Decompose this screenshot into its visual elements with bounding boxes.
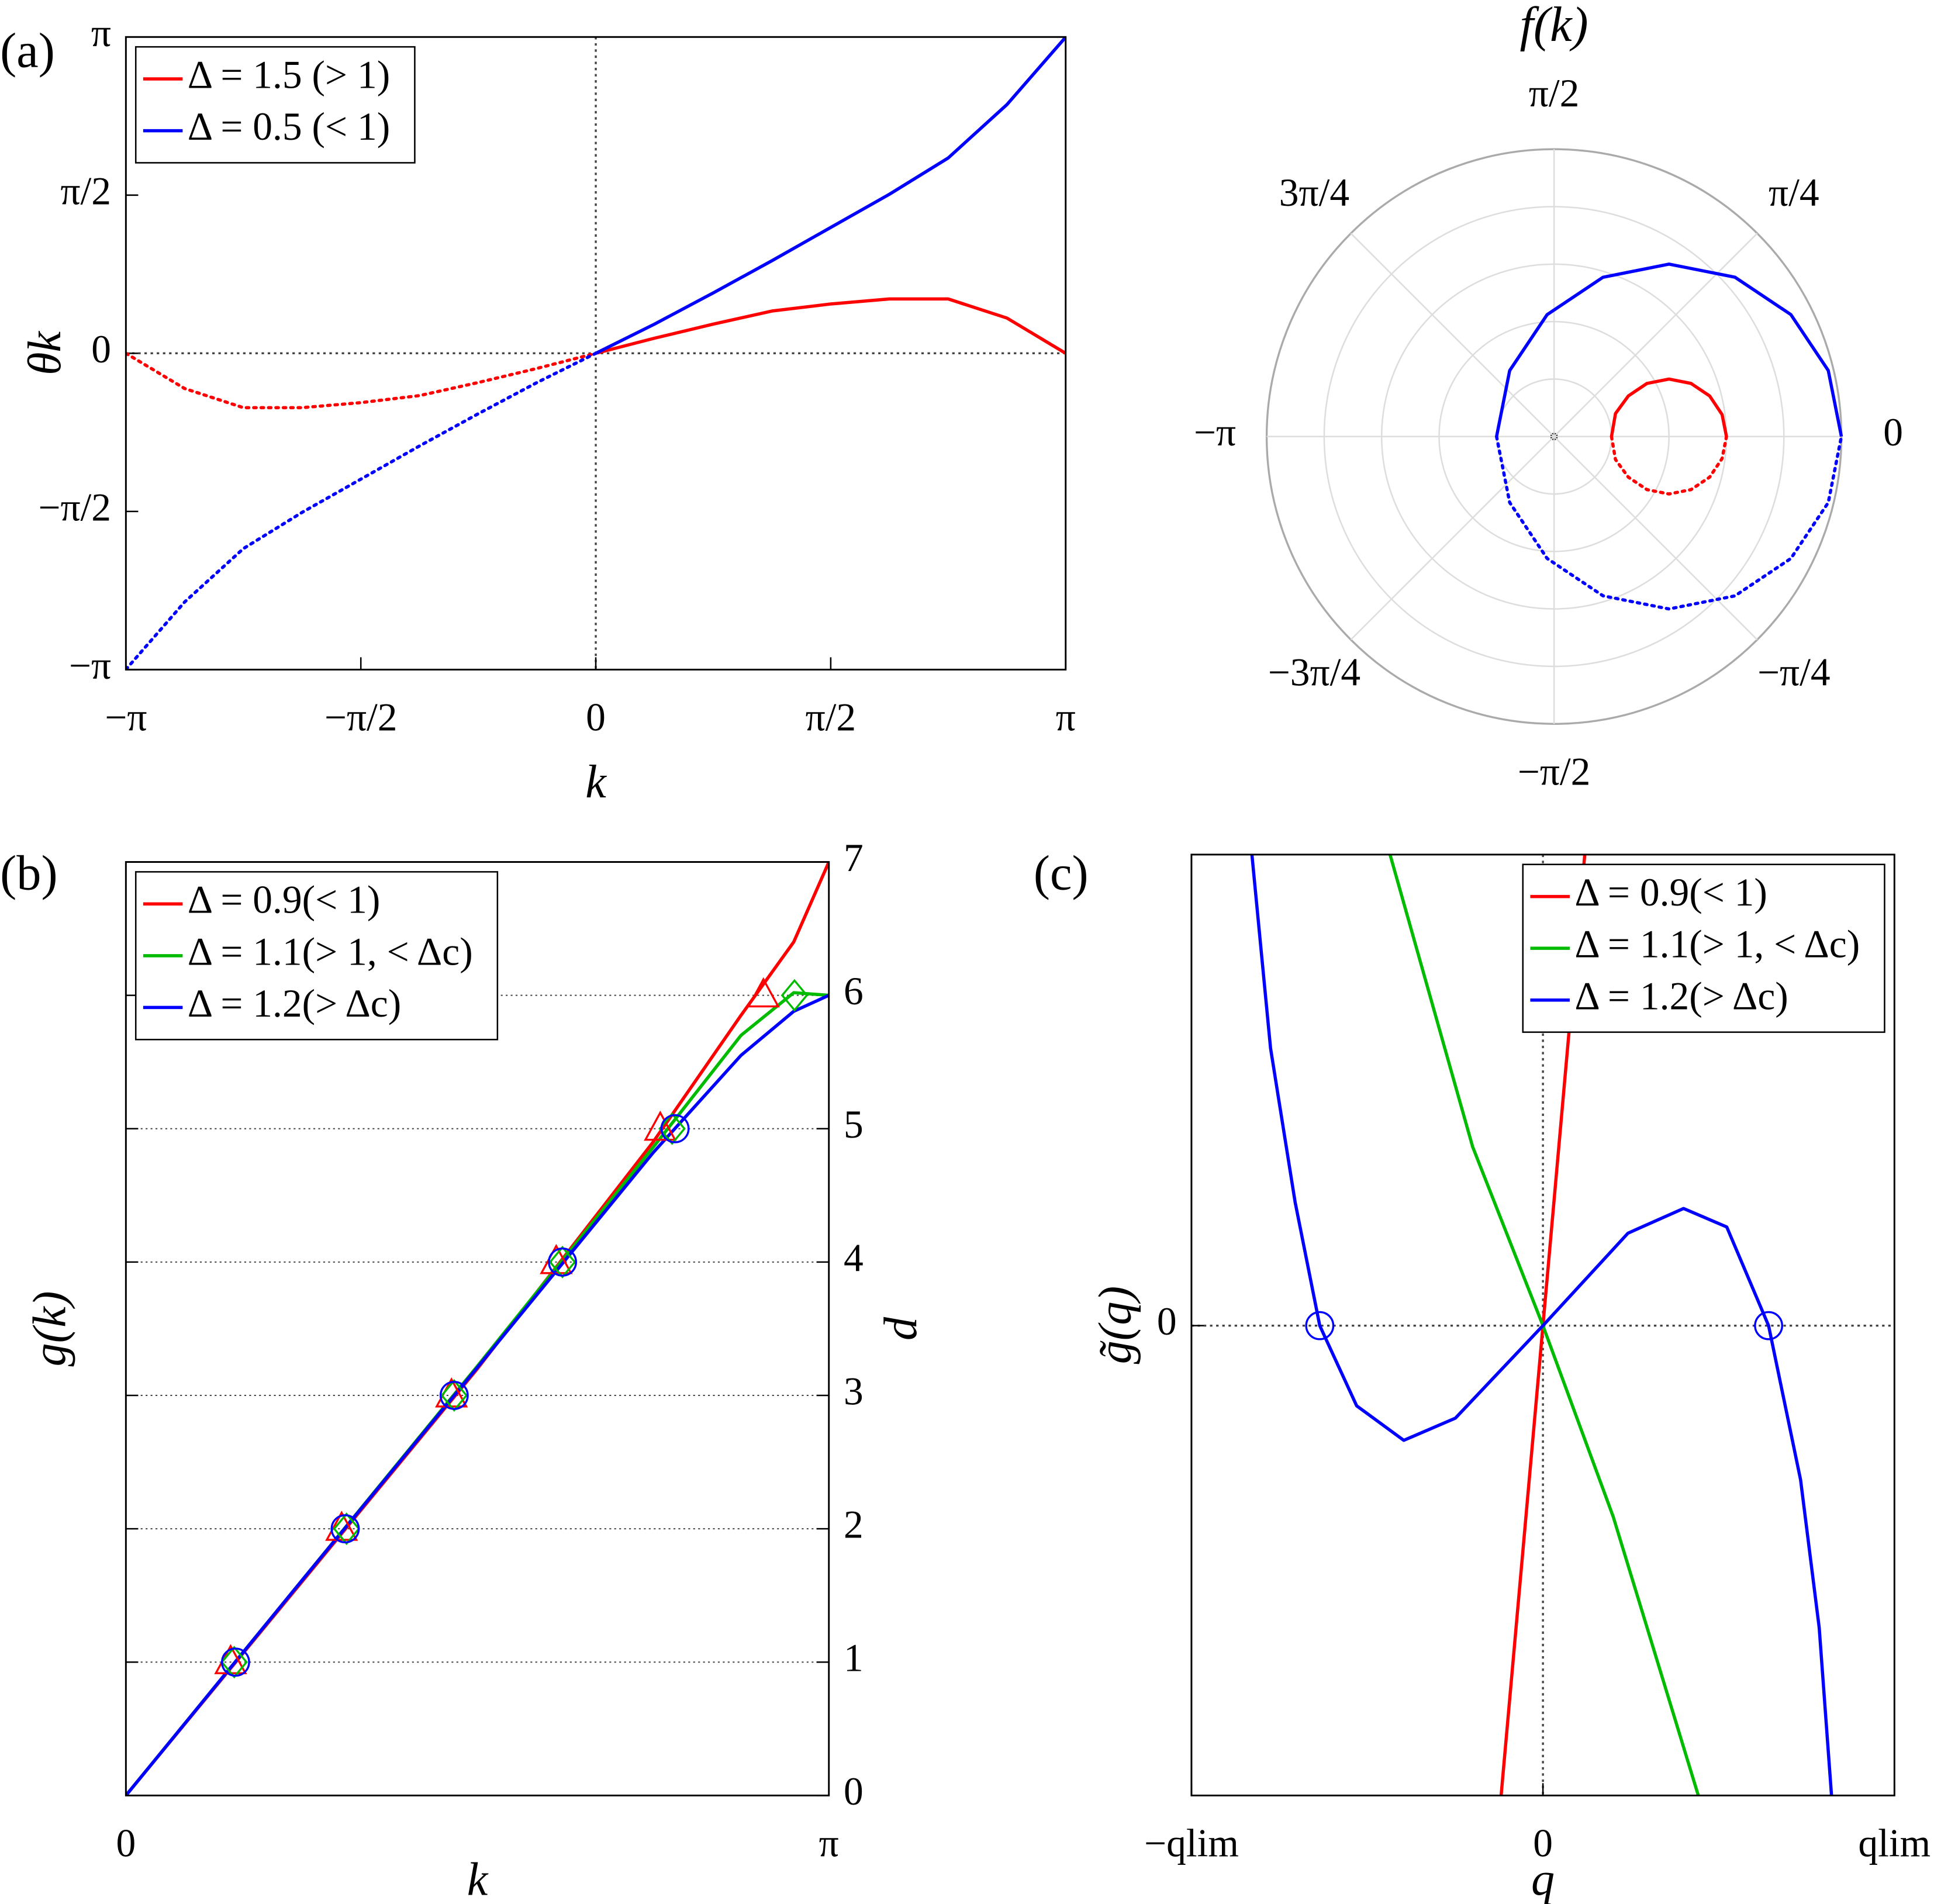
y-tick-label: −π (69, 644, 111, 687)
y-tick-label: 4 (844, 1236, 864, 1280)
angle-label: π/2 (1529, 71, 1580, 115)
legend-label: Δ = 1.2(> Δc) (1574, 974, 1788, 1018)
series-line-dotted (126, 351, 598, 670)
marker-diamond (440, 1379, 468, 1412)
legend-box (1522, 863, 1885, 1033)
x-tick-label: qlim (1858, 1821, 1930, 1865)
plot-area (126, 862, 829, 1796)
y-tick-label: 1 (844, 1636, 864, 1680)
legend: Δ = 0.9(< 1) Δ = 1.1(> 1, < Δc) Δ = 1.2(> … (134, 871, 499, 1041)
marker-diamond (220, 1646, 248, 1679)
series-line (595, 297, 1066, 355)
x-tick-label: −qlim (1144, 1821, 1239, 1865)
marker-diamond (658, 1112, 686, 1145)
x-tick-label: −π/2 (324, 696, 398, 740)
legend-label: Δ = 1.1(> 1, < Δc) (1574, 922, 1860, 966)
marker-diamond (333, 1512, 361, 1546)
y-tick-label: 2 (844, 1503, 864, 1547)
marker-diamond (780, 979, 809, 1012)
marker-circle (330, 1514, 360, 1544)
y-tick-label: 6 (844, 969, 864, 1013)
plot-area (126, 37, 1066, 670)
angle-label: −π/2 (1518, 749, 1591, 793)
plot-frame (125, 861, 830, 1796)
panel-label: (c) (1034, 846, 1089, 900)
series-line (126, 994, 829, 1796)
polar-title: f(k) (1520, 0, 1588, 52)
polar-spoke (1350, 436, 1555, 641)
marker-triangle (747, 977, 780, 1008)
marker-triangle (325, 1511, 358, 1541)
polar-spoke (1553, 436, 1758, 641)
marker-circle (548, 1247, 577, 1277)
marker-circle (660, 1114, 690, 1143)
y-tick-label: 3 (844, 1369, 864, 1413)
legend: Δ = 0.9(< 1) Δ = 1.1(> 1, < Δc) Δ = 1.2(> … (1522, 863, 1885, 1033)
angle-label: −3π/4 (1268, 650, 1360, 694)
angle-label: −π (1194, 410, 1236, 454)
plot-frame (125, 36, 1067, 671)
legend-box (134, 871, 499, 1041)
series-line (1250, 854, 1833, 1796)
legend-label: Δ = 0.9(< 1) (188, 878, 381, 922)
legend: Δ = 1.5 (> 1) Δ = 0.5 (< 1) (134, 46, 416, 164)
series-line (595, 37, 1066, 355)
polar-line-dotted (1610, 435, 1728, 496)
y-tick-label: −π/2 (38, 485, 111, 529)
legend-label: Δ = 1.2(> Δc) (188, 982, 401, 1025)
angle-label: 3π/4 (1279, 171, 1349, 215)
x-tick-label: −π (105, 696, 147, 740)
y-axis-label-right: d (875, 1316, 927, 1340)
polar-line-dotted (1495, 435, 1843, 611)
polar-line (1610, 377, 1728, 437)
y-tick-label: π/2 (60, 169, 111, 213)
polar-spoke (1553, 233, 1758, 437)
y-tick-label: 0 (91, 327, 111, 371)
y-tick-label: 5 (844, 1103, 864, 1146)
angle-label: 0 (1883, 410, 1903, 454)
y-tick-label: 0 (1157, 1300, 1177, 1343)
series-line-dotted (126, 351, 598, 410)
y-axis-label: θk (19, 330, 71, 375)
angle-label: −π/4 (1757, 650, 1831, 694)
marker-circle (1305, 1311, 1335, 1340)
x-axis-label: q (1531, 1854, 1555, 1904)
panel-label: (a) (0, 23, 55, 78)
marker-circle (1754, 1311, 1783, 1340)
legend-label: Δ = 1.5 (> 1) (188, 53, 390, 96)
marker-triangle (644, 1110, 677, 1141)
panel-label: (b) (0, 846, 57, 900)
x-tick-label: 0 (116, 1821, 136, 1865)
x-tick-label: 0 (586, 696, 606, 740)
polar-spoke (1350, 233, 1555, 437)
marker-circle (439, 1381, 469, 1410)
y-axis-label: g̃(q) (1090, 1286, 1141, 1364)
polar-line (1495, 262, 1843, 437)
y-tick-label: 7 (844, 836, 864, 880)
legend-label: Δ = 1.1(> 1, < Δc) (188, 929, 473, 973)
x-tick-label: π (1056, 696, 1076, 740)
legend-label: Δ = 0.5 (< 1) (188, 105, 390, 148)
legend-label: Δ = 0.9(< 1) (1574, 870, 1767, 914)
plot-frame (1190, 853, 1895, 1796)
x-tick-label: π (819, 1821, 839, 1865)
x-axis-label: k (585, 756, 607, 808)
y-axis-label: g(k) (24, 1291, 75, 1366)
angle-label: π/4 (1769, 171, 1819, 215)
legend-box (134, 46, 416, 164)
x-tick-label: 0 (1533, 1821, 1553, 1865)
y-tick-label: π (91, 11, 111, 55)
marker-circle (220, 1647, 250, 1677)
y-tick-label: 0 (844, 1770, 864, 1813)
x-axis-label: k (467, 1854, 489, 1904)
marker-diamond (548, 1245, 576, 1278)
x-tick-label: π/2 (806, 696, 857, 740)
